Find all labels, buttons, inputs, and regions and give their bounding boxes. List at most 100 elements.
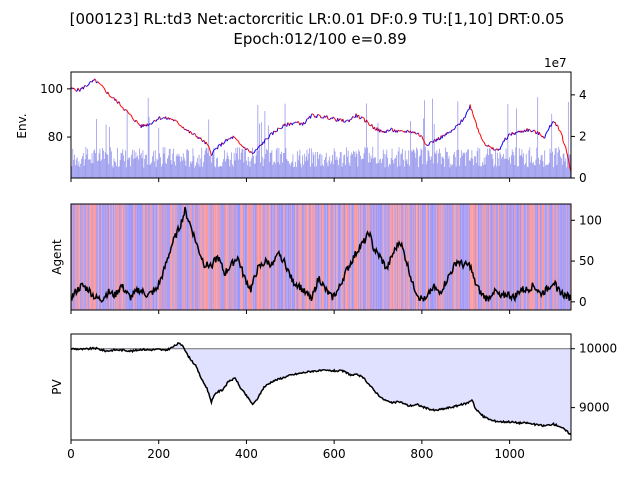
action-stripe xyxy=(161,204,164,310)
action-stripe xyxy=(251,204,253,310)
price-segment xyxy=(457,123,459,125)
price-segment xyxy=(531,130,533,133)
x-tick-label: 1000 xyxy=(494,447,525,461)
price-segment xyxy=(318,114,320,116)
action-stripe xyxy=(496,204,499,310)
action-stripe xyxy=(386,204,388,310)
action-stripe xyxy=(83,204,85,310)
price-segment xyxy=(450,129,453,133)
action-stripe xyxy=(191,204,193,310)
price-segment xyxy=(488,144,490,147)
action-stripe xyxy=(117,204,118,310)
price-segment xyxy=(567,155,569,160)
action-stripe xyxy=(89,204,90,310)
price-segment xyxy=(553,121,555,123)
price-segment xyxy=(276,127,279,132)
pv-line xyxy=(70,341,572,436)
price-segment xyxy=(136,120,139,124)
action-stripe xyxy=(147,204,150,310)
action-stripe xyxy=(470,204,472,310)
action-stripe xyxy=(199,204,200,310)
price-segment xyxy=(333,117,336,120)
chart-title-line1: [000123] RL:td3 Net:actorcritic LR:0.01 … xyxy=(70,10,565,28)
agent-panel-border xyxy=(70,203,572,311)
action-stripe xyxy=(484,204,487,310)
action-stripe xyxy=(425,204,427,310)
action-stripe xyxy=(414,204,415,310)
action-stripe xyxy=(157,204,158,310)
price-segment xyxy=(257,146,260,149)
action-stripe xyxy=(109,204,111,310)
action-stripe xyxy=(212,204,213,310)
action-stripe xyxy=(254,204,257,310)
action-stripe xyxy=(276,204,279,310)
env-panel: 80 100 0 2 4 Env. 1e7 xyxy=(15,56,587,185)
price-segment xyxy=(299,122,302,126)
price-segment xyxy=(234,137,237,140)
agent-right-tick-label: 0 xyxy=(579,295,587,309)
action-stripe xyxy=(96,204,98,310)
action-stripe xyxy=(90,204,93,310)
action-stripe xyxy=(383,204,385,310)
action-stripe xyxy=(182,204,185,310)
action-stripe xyxy=(482,204,484,310)
price-segment xyxy=(148,123,151,125)
action-stripe xyxy=(449,204,451,310)
price-segment xyxy=(240,143,242,146)
action-stripe xyxy=(371,204,373,310)
price-segment xyxy=(126,110,129,113)
action-stripe xyxy=(455,204,456,310)
price-segment xyxy=(211,154,213,156)
price-segment xyxy=(74,88,76,91)
price-segment xyxy=(205,141,208,145)
price-segment xyxy=(544,134,547,139)
price-segment xyxy=(358,115,361,119)
action-stripe xyxy=(492,204,494,310)
action-stripe xyxy=(494,204,496,310)
price-segment xyxy=(506,136,509,140)
price-segment xyxy=(159,116,161,120)
action-stripe xyxy=(253,204,255,310)
action-stripe xyxy=(139,204,142,310)
action-stripe xyxy=(153,204,155,310)
price-segment xyxy=(439,138,441,141)
action-stripe xyxy=(496,204,497,310)
price-segment xyxy=(420,135,423,137)
action-stripe xyxy=(375,204,378,310)
env-ylabel: Env. xyxy=(15,113,29,138)
action-stripe xyxy=(334,204,336,310)
price-segment xyxy=(99,83,102,86)
action-stripe xyxy=(310,204,312,310)
action-stripe xyxy=(395,204,397,310)
price-segment xyxy=(441,134,444,139)
action-stripe xyxy=(479,204,481,310)
action-stripe xyxy=(328,204,330,310)
price-segment xyxy=(274,130,276,133)
price-segment xyxy=(388,130,390,132)
action-stripe xyxy=(242,204,245,310)
price-segment xyxy=(428,142,431,146)
action-stripe xyxy=(307,204,308,310)
action-stripe xyxy=(258,204,261,310)
price-segment xyxy=(316,114,318,118)
action-stripe xyxy=(569,204,571,310)
action-stripe xyxy=(408,204,410,310)
price-segment xyxy=(461,119,464,122)
pv-right-tick-label: 9000 xyxy=(579,401,610,415)
action-stripe xyxy=(159,204,161,310)
action-stripe xyxy=(252,204,253,310)
env-panel-border xyxy=(70,71,572,179)
price-segment xyxy=(374,126,376,131)
price-segment xyxy=(119,104,122,107)
action-stripe xyxy=(510,204,513,310)
action-stripe xyxy=(203,204,204,310)
action-stripe xyxy=(393,204,396,310)
action-stripe xyxy=(123,204,125,310)
action-stripe xyxy=(270,204,272,310)
price-segment xyxy=(465,112,468,116)
price-segment xyxy=(103,87,105,89)
action-stripe xyxy=(228,204,231,310)
price-segment xyxy=(287,122,289,124)
price-segment xyxy=(545,132,547,135)
action-stripe xyxy=(531,204,533,310)
